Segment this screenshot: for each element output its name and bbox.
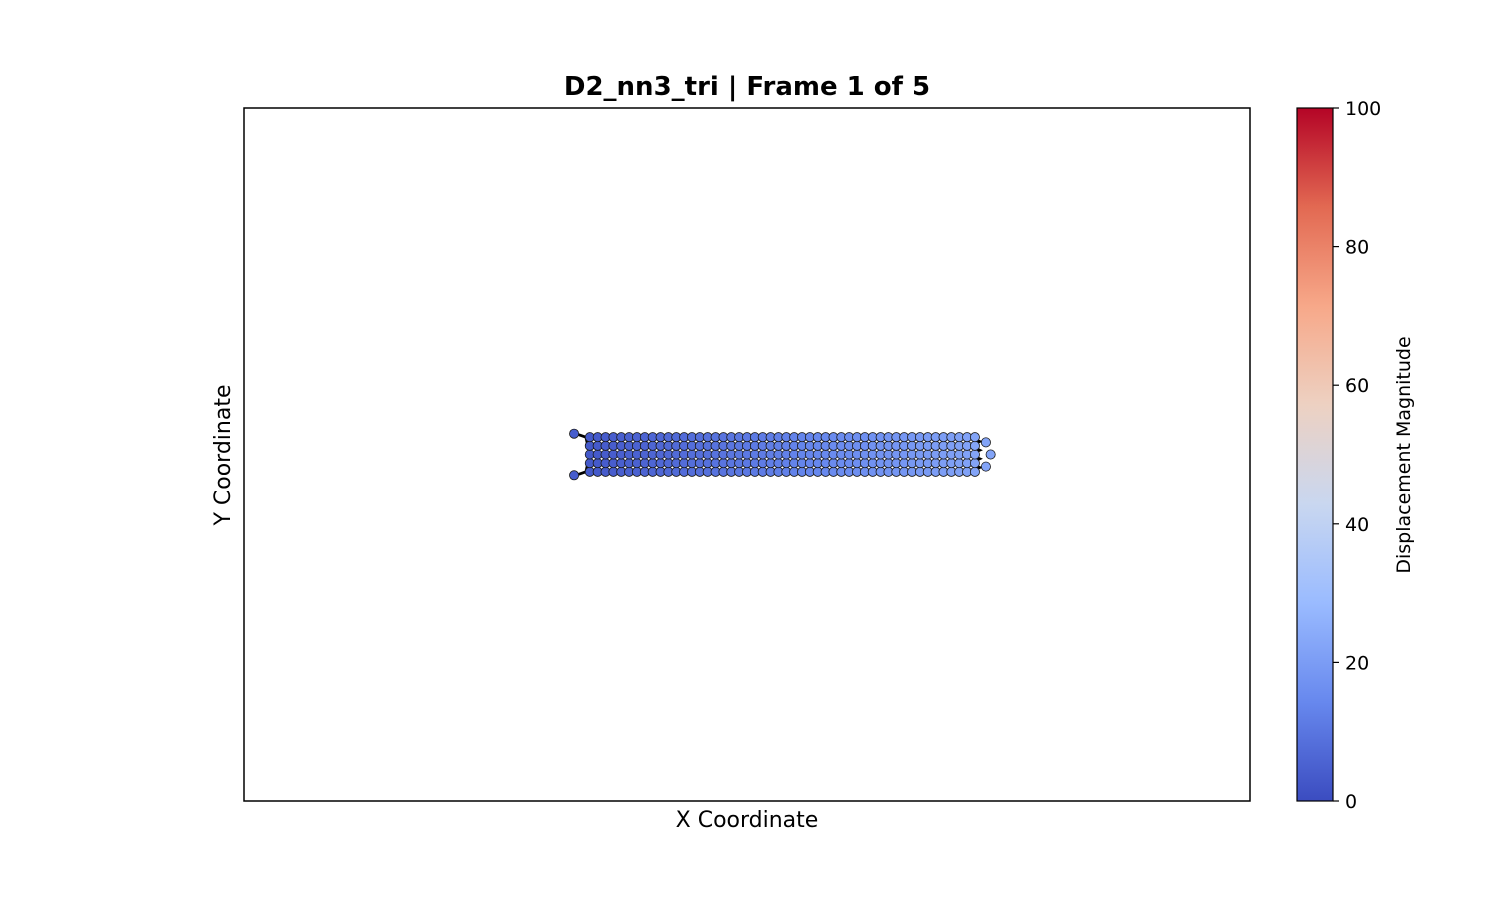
colorbar-tick-label: 20 <box>1345 652 1369 674</box>
colorbar-label: Displacement Magnitude <box>1393 336 1415 573</box>
colorbar-tick-label: 80 <box>1345 237 1369 259</box>
chart-title: D2_nn3_tri | Frame 1 of 5 <box>564 72 930 102</box>
colorbar-tick-label: 0 <box>1345 791 1357 813</box>
end-point <box>569 470 580 481</box>
lattice-point <box>969 449 980 460</box>
lattice-points <box>569 428 996 481</box>
colorbar <box>1296 107 1334 802</box>
x-axis-label: X Coordinate <box>676 808 819 833</box>
end-point <box>985 449 996 460</box>
lattice-point <box>969 458 980 469</box>
lattice-point <box>969 466 980 477</box>
end-point <box>980 437 991 448</box>
colorbar-ticks: 0 20 40 60 80 100 <box>1333 98 1381 813</box>
colorbar-tick-label: 40 <box>1345 514 1369 536</box>
end-point <box>569 428 580 439</box>
colorbar-tick-label: 60 <box>1345 375 1369 397</box>
colorbar-tick-label: 100 <box>1345 98 1381 120</box>
lattice-point <box>969 440 980 451</box>
end-point <box>980 461 991 472</box>
y-axis-label: Y Coordinate <box>211 384 236 526</box>
lattice-point <box>969 432 980 443</box>
